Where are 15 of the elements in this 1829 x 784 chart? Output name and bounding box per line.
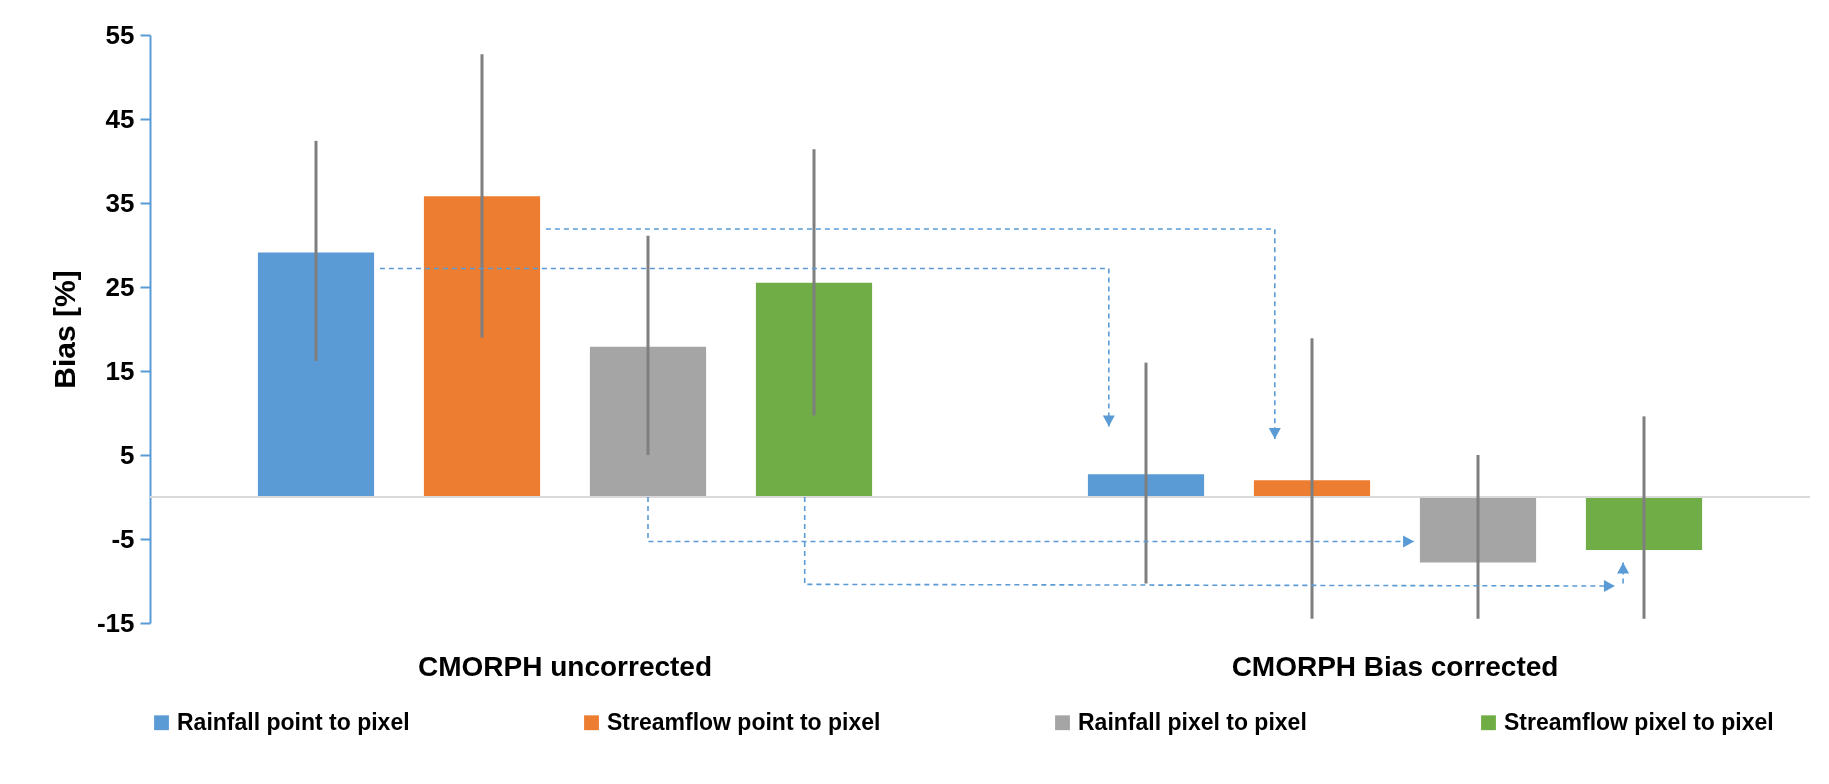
y-tick-label: 35 — [105, 187, 135, 218]
legend-label: Rainfall point to pixel — [177, 708, 410, 735]
x-tick-label: CMORPH uncorrected — [417, 650, 713, 682]
y-tick-label: -5 — [111, 523, 135, 554]
y-tick-label: -15 — [96, 607, 135, 638]
y-tick-label: 55 — [105, 19, 135, 50]
x-tick-label: CMORPH Bias corrected — [1231, 650, 1559, 682]
legend-label: Streamflow point to pixel — [607, 708, 881, 735]
y-tick-label: 5 — [120, 439, 135, 470]
y-tick-label: 25 — [105, 271, 135, 302]
y-tick-label: 45 — [105, 103, 135, 134]
y-tick-label: 15 — [105, 355, 135, 386]
legend-label: Rainfall pixel to pixel — [1078, 708, 1307, 735]
y-axis-title: Bias [%] — [47, 270, 81, 389]
legend-label: Streamflow pixel to pixel — [1504, 708, 1774, 735]
